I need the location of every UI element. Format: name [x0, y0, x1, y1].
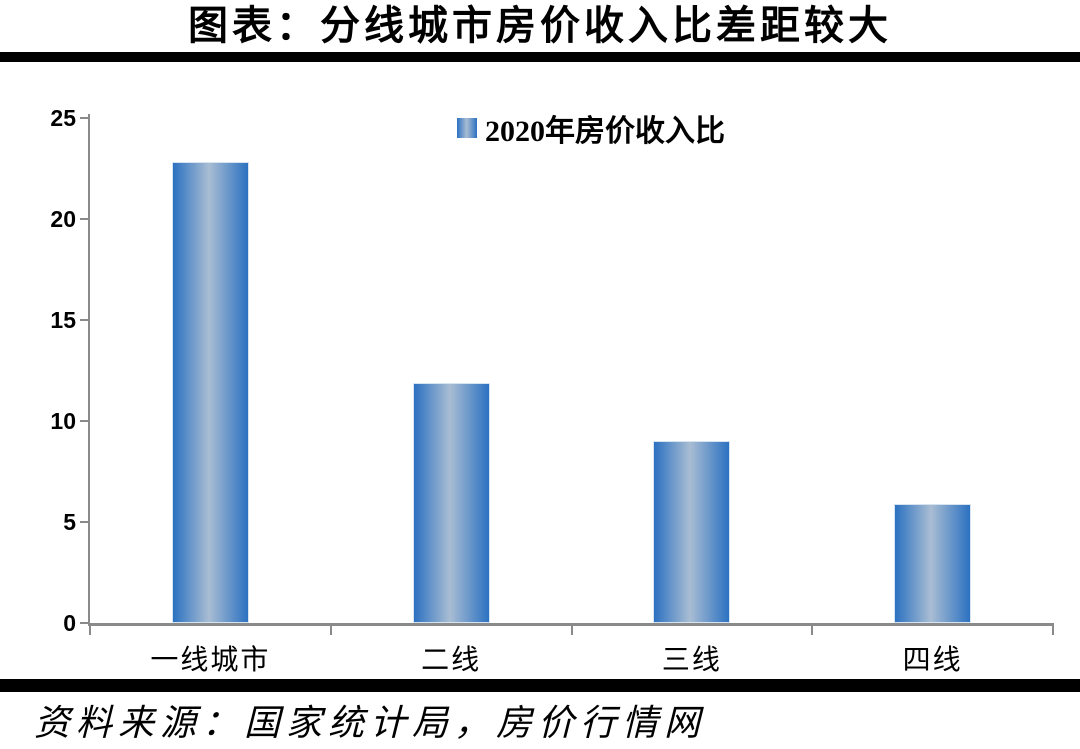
- y-tick: [80, 218, 89, 220]
- top-divider-rule: [0, 52, 1080, 62]
- y-axis-line: [88, 114, 90, 625]
- y-tick-label: 15: [50, 307, 76, 333]
- y-tick-label: 20: [50, 206, 76, 232]
- legend-swatch-icon: [457, 118, 477, 138]
- x-tick: [89, 625, 91, 635]
- y-tick: [80, 117, 89, 119]
- x-category-label: 一线城市: [150, 645, 271, 676]
- y-tick-label: 10: [50, 408, 76, 434]
- x-tick: [811, 625, 814, 635]
- legend: 2020年房价收入比: [457, 106, 725, 150]
- bar-4: [894, 503, 972, 623]
- bar-2: [412, 382, 490, 623]
- source-note: 资料来源：国家统计局，房价行情网: [34, 703, 707, 743]
- x-category-label: 四线: [902, 645, 963, 676]
- x-tick: [1052, 625, 1054, 635]
- x-tick: [570, 625, 573, 635]
- bar-1: [171, 162, 249, 623]
- bar-3: [653, 441, 731, 623]
- y-tick-label: 0: [63, 610, 76, 636]
- bottom-divider-rule: [0, 679, 1080, 692]
- x-axis-line: [88, 623, 1054, 626]
- x-category-label: 二线: [421, 645, 482, 676]
- y-tick: [80, 319, 89, 321]
- chart-title: 图表：分线城市房价收入比差距较大: [188, 3, 892, 48]
- legend-label: 2020年房价收入比: [485, 115, 725, 148]
- y-tick: [80, 420, 89, 422]
- y-tick-label: 25: [50, 105, 76, 131]
- x-category-label: 三线: [661, 645, 722, 676]
- y-tick-label: 5: [63, 509, 76, 535]
- y-tick: [80, 622, 89, 624]
- x-tick: [329, 625, 332, 635]
- y-tick: [80, 521, 89, 523]
